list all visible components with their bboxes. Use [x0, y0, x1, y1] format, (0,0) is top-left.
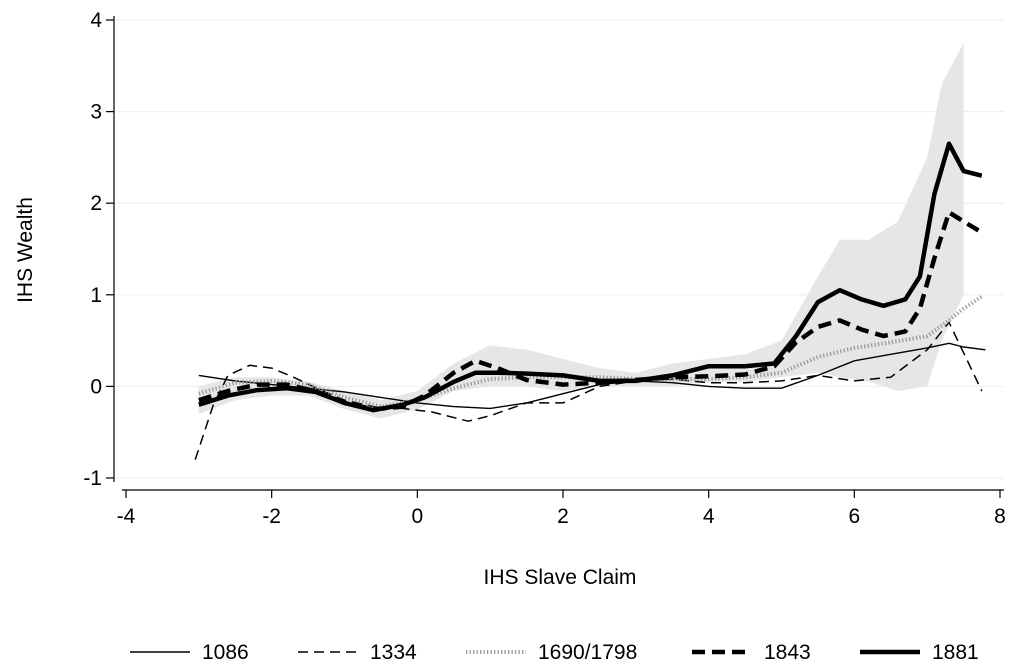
series-layer	[194, 141, 986, 460]
legend-label: 1334	[370, 641, 417, 664]
x-tick-label: -4	[117, 505, 136, 528]
y-tick-label: 4	[90, 9, 102, 32]
x-tick-label: 0	[411, 505, 423, 528]
y-tick-label: 2	[90, 192, 102, 215]
x-tick-label: 4	[703, 505, 715, 528]
y-tick-label: -1	[83, 467, 102, 490]
y-tick-label: 1	[90, 284, 102, 307]
legend-label: 1086	[202, 641, 249, 664]
legend: 1086 1334 1690/1798 1843 1881	[130, 641, 979, 664]
y-tick-label: 3	[90, 101, 102, 124]
axes: -1 0 1 2 3 4 -4 -2 0 2 4 6 8	[83, 9, 1006, 528]
series-line-1690-1798	[198, 294, 983, 409]
confidence-band-layer	[198, 42, 964, 419]
legend-label: 1843	[764, 641, 811, 664]
y-axis-title: IHS Wealth	[14, 197, 37, 303]
series-line-1881	[198, 141, 983, 413]
x-axis-title: IHS Slave Claim	[484, 566, 637, 589]
x-tick-label: 8	[994, 505, 1006, 528]
x-tick-label: -2	[262, 505, 281, 528]
legend-label: 1690/1798	[538, 641, 637, 664]
series-line-1334	[194, 321, 983, 460]
legend-label: 1881	[932, 641, 979, 664]
x-tick-label: 2	[557, 505, 569, 528]
confidence-band	[198, 42, 964, 419]
x-tick-label: 6	[848, 505, 860, 528]
y-tick-label: 0	[90, 375, 102, 398]
